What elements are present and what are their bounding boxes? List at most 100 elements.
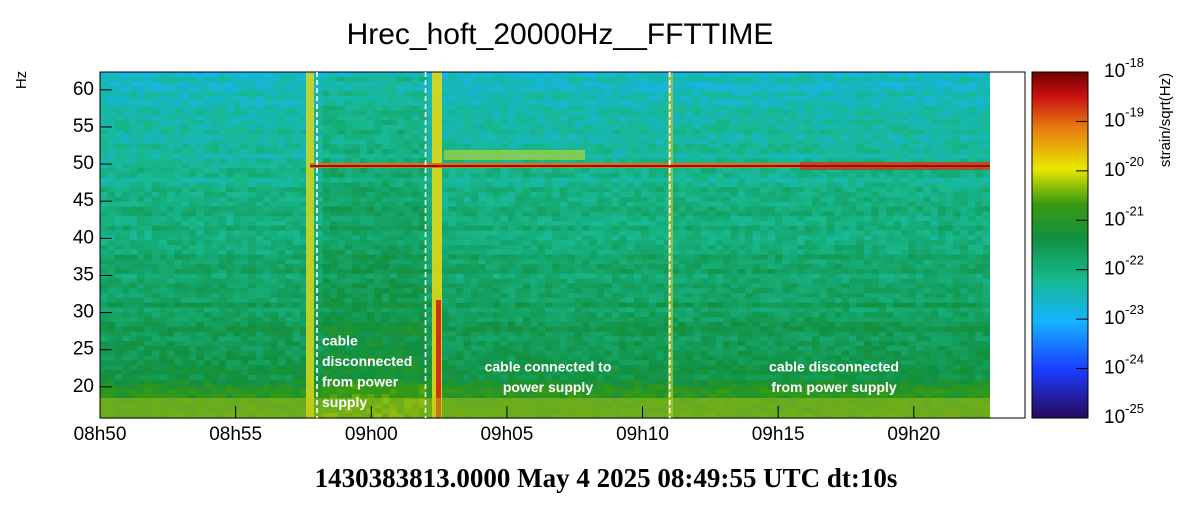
spectrogram-cell [396, 240, 405, 246]
spectrogram-cell [641, 182, 650, 188]
spectrogram-cell [129, 129, 138, 136]
spectrogram-cell [804, 177, 813, 184]
spectrogram-cell [611, 144, 620, 150]
spectrogram-cell [240, 163, 249, 169]
spectrogram-cell [812, 72, 820, 78]
spectrogram-cell [329, 81, 338, 87]
spectrogram-cell [767, 196, 776, 203]
spectrogram-cell [901, 129, 909, 136]
spectrogram-cell [537, 158, 546, 164]
spectrogram-cell [752, 144, 761, 150]
spectrogram-cell [767, 187, 776, 193]
spectrogram-cell [626, 196, 635, 203]
spectrogram-cell [552, 172, 561, 179]
spectrogram-cell [715, 245, 724, 251]
spectrogram-cell [878, 182, 887, 188]
spectrogram-cell [515, 230, 524, 236]
spectrogram-cell [196, 148, 205, 155]
spectrogram-cell [515, 216, 524, 222]
spectrogram-cell [849, 240, 858, 246]
spectrogram-cell [863, 259, 872, 265]
spectrogram-cell [708, 134, 717, 140]
spectrogram-cell [671, 120, 680, 126]
spectrogram-cell [915, 144, 924, 150]
spectrogram-cell [723, 76, 731, 83]
spectrogram-cell [530, 124, 539, 131]
spectrogram-cell [404, 225, 413, 232]
spectrogram-cell [344, 201, 353, 208]
spectrogram-cell [938, 235, 947, 241]
spectrogram-cell [737, 76, 746, 83]
spectrogram-cell [500, 139, 509, 145]
spectrogram-cell [552, 105, 561, 111]
spectrogram-cell [567, 81, 576, 87]
spectrogram-cell [789, 72, 798, 78]
spectrogram-cell [144, 168, 153, 174]
spectrogram-cell [982, 187, 991, 193]
spectrogram-cell [352, 269, 361, 275]
spectrogram-cell [952, 192, 961, 198]
spectrogram-cell [456, 124, 464, 131]
spectrogram-cell [367, 254, 375, 260]
spectrogram-cell [886, 115, 895, 121]
spectrogram-cell [604, 115, 613, 121]
spectrogram-cell [189, 235, 197, 241]
spectrogram-cell [203, 100, 212, 107]
spectrogram-cell [270, 163, 279, 169]
spectrogram-cell [967, 249, 976, 256]
spectrogram-cell [700, 201, 709, 208]
spectrogram-cell [849, 91, 858, 97]
spectrogram-cell [463, 264, 472, 270]
spectrogram-cell [100, 124, 108, 131]
spectrogram-cell [634, 249, 642, 256]
spectrogram-cell [329, 168, 338, 174]
spectrogram-cell [396, 110, 405, 116]
spectrogram-cell [367, 124, 375, 131]
spectrogram-cell [322, 115, 331, 121]
spectrogram-cell [203, 110, 212, 116]
spectrogram-cell [507, 221, 516, 227]
spectrogram-cell [530, 139, 539, 145]
spectrogram-cell [982, 206, 991, 212]
spectrogram-cell [530, 129, 539, 136]
spectrogram-cell [448, 168, 457, 174]
spectrogram-cell [908, 129, 917, 136]
spectrogram-cell [938, 182, 947, 188]
spectrogram-cell [129, 72, 138, 78]
spectrogram-cell [367, 100, 375, 107]
spectrogram-cell [263, 91, 272, 97]
spectrogram-cell [723, 177, 731, 184]
spectrogram-cell [723, 124, 731, 131]
spectrogram-cell [189, 201, 197, 208]
spectrogram-cell [604, 110, 613, 116]
spectrogram-cell [315, 259, 324, 265]
spectrogram-cell [678, 221, 687, 227]
spectrogram-cell [374, 168, 383, 174]
spectrogram-cell [849, 249, 858, 256]
spectrogram-cell [278, 100, 286, 107]
spectrogram-cell [144, 206, 153, 212]
spectrogram-cell [841, 168, 850, 174]
spectrogram-cell [582, 115, 591, 121]
spectrogram-cell [589, 86, 598, 92]
spectrogram-cell [240, 206, 249, 212]
spectrogram-cell [982, 216, 991, 222]
spectrogram-cell [648, 158, 657, 164]
spectrogram-cell [456, 211, 464, 217]
spectrogram-cell [952, 230, 961, 236]
spectrogram-cell [159, 196, 168, 203]
spectrogram-cell [545, 81, 553, 87]
spectrogram-cell [107, 192, 116, 198]
spectrogram-cell [441, 182, 450, 188]
spectrogram-cell [641, 211, 650, 217]
spectrogram-cell [426, 129, 435, 136]
spectrogram-cell [952, 81, 961, 87]
spectrogram-cell [122, 216, 131, 222]
spectrogram-cell [782, 172, 791, 179]
spectrogram-cell [826, 230, 835, 236]
spectrogram-cell [418, 144, 427, 150]
spectrogram-cell [678, 144, 687, 150]
spectrogram-cell [114, 148, 123, 155]
spectrogram-cell [619, 196, 628, 203]
spectrogram-cell [545, 139, 553, 145]
